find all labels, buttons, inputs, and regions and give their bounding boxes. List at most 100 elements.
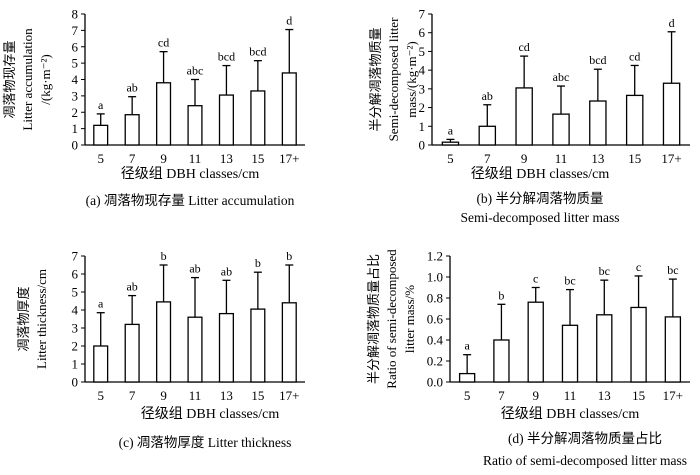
panel-b-bar: [478, 125, 497, 146]
panel-c-x-tick-label: 17+: [279, 388, 299, 403]
panel-a-bar: [93, 124, 109, 146]
panel-c-x-axis-label: 径级组 DBH classes/cm: [141, 406, 280, 422]
panel-a-x-tick-label: 17+: [279, 151, 299, 166]
panel-d-x-tick-label: 11: [564, 388, 577, 403]
panel-d-x-tick-label: 15: [632, 388, 645, 403]
panel-b-chart: 0 1 2 3 4 5 6 7 a 5 ab 7 cd 9 abc 11 bcd 13 cd 15 d 17+ 半分解凋落物…: [368, 7, 690, 225]
panel-b-x-tick-label: 9: [521, 151, 528, 166]
panel-a-significance-label: abc: [187, 64, 204, 78]
panel-c-bar: [250, 308, 266, 383]
panel-c-significance-label: b: [161, 249, 167, 263]
panel-b-x-tick-label: 17+: [661, 151, 681, 166]
panel-c-significance-label: ab: [189, 262, 200, 276]
panel-d-x-tick-label: 9: [532, 388, 539, 403]
panel-c-significance-label: a: [98, 297, 104, 311]
panel-b-y-tick-label: 5: [419, 44, 426, 59]
panel-c-significance-label: b: [286, 249, 292, 263]
panel-a-y-tick-label: 5: [72, 56, 79, 71]
panel-d-y-tick-label: 1.2: [427, 249, 443, 264]
panel-b-significance-label: d: [669, 16, 675, 30]
panel-d-x-axis-label: 径级组 DBH classes/cm: [501, 406, 640, 422]
panel-a-bar: [281, 72, 297, 146]
panel-a-bar: [187, 105, 203, 146]
panel-d-bar: [664, 316, 682, 383]
panel-c-y-tick-label: 5: [72, 285, 79, 300]
panel-c-bar: [187, 316, 203, 383]
panel-a-y-axis-label: /(kg·m⁻²): [38, 54, 53, 104]
panel-a-y-tick-label: 1: [72, 121, 79, 136]
panel-b-x-tick-label: 5: [447, 151, 454, 166]
panel-b-significance-label: ab: [482, 89, 493, 103]
panel-c-x-tick-label: 13: [220, 388, 233, 403]
panel-a-significance-label: bcd: [249, 45, 266, 59]
panel-a-x-tick-label: 13: [220, 151, 233, 166]
panel-a-y-axis-label: 凋落物现存量: [2, 40, 17, 118]
panel-b-x-tick-label: 11: [555, 151, 568, 166]
panel-a-x-tick-label: 9: [160, 151, 167, 166]
panel-d-y-axis-label: 半分解凋落物质量占比: [366, 254, 381, 384]
panel-c-x-tick-label: 9: [160, 388, 167, 403]
panel-b-y-tick-label: 4: [419, 63, 426, 78]
panel-a-y-tick-label: 6: [72, 39, 79, 54]
panel-a-y-tick-label: 3: [72, 88, 79, 103]
panel-b-bar: [515, 87, 533, 146]
panel-b-caption: (b) 半分解凋落物质量: [476, 191, 603, 206]
panel-b-y-axis-label: mass/(kg·m⁻²): [404, 41, 419, 117]
panel-c-bar: [156, 301, 172, 383]
panel-d-significance-label: b: [498, 288, 504, 302]
panel-c-y-tick-label: 6: [72, 267, 79, 282]
panel-c-bar: [218, 312, 234, 383]
panel-a-significance-label: a: [98, 98, 104, 112]
panel-c-caption: (c) 凋落物厚度 Litter thickness: [119, 435, 292, 450]
panel-b-x-tick-label: 7: [484, 151, 491, 166]
panel-d-chart: 0.0 0.2 0.4 0.6 0.8 1.0 1.2 a 5 b 7 c 9 bc 11 bc 13 c 15 bc…: [366, 249, 690, 468]
panel-b-y-tick-label: 2: [419, 100, 426, 115]
panel-d-y-tick-label: 0.8: [427, 291, 443, 306]
panel-a-x-tick-label: 15: [251, 151, 264, 166]
panel-b-y-tick-label: 3: [419, 81, 426, 96]
panel-d-x-tick-label: 17+: [663, 388, 683, 403]
panel-b-y-tick-label: 6: [419, 25, 426, 40]
panel-b-bar: [662, 82, 681, 146]
panel-d-bar: [527, 301, 544, 383]
panel-a-x-axis-label: 径级组 DBH classes/cm: [121, 166, 260, 182]
panel-c-bar: [124, 323, 140, 383]
panel-c-y-tick-label: 0: [72, 375, 79, 390]
panel-a-caption: (a) 凋落物现存量 Litter accumulation: [86, 193, 295, 208]
panel-d-bar: [493, 339, 510, 383]
panel-d-caption: (d) 半分解凋落物质量占比: [508, 431, 662, 446]
panel-c-chart: 0 1 2 3 4 5 6 7 a 5 ab 7 b 9 ab 11 ab 13 b 15 b 17+ 凋落物厚度 Litte…: [16, 249, 305, 450]
panel-c-y-axis-label: 凋落物厚度: [16, 286, 31, 351]
panel-b-y-tick-label: 1: [419, 119, 426, 134]
panel-b-significance-label: cd: [629, 49, 640, 63]
panel-a-y-tick-label: 0: [72, 138, 79, 153]
panel-b-significance-label: abc: [553, 70, 570, 84]
panel-d-significance-label: bc: [667, 263, 678, 277]
panel-b-y-axis-label: Semi-decomposed litter: [386, 17, 401, 142]
panel-d-significance-label: bc: [564, 274, 575, 288]
panel-b-caption: Semi-decomposed litter mass: [461, 210, 620, 225]
panel-d-y-tick-label: 0.0: [427, 375, 443, 390]
panel-c-x-tick-label: 5: [97, 388, 104, 403]
panel-c-y-tick-label: 3: [72, 321, 79, 336]
panel-a-x-tick-label: 5: [97, 151, 104, 166]
panel-b-y-tick-label: 0: [419, 138, 426, 153]
panel-d-significance-label: c: [533, 272, 538, 286]
panel-d-bar: [596, 314, 613, 383]
panel-b-bar: [441, 141, 460, 146]
panel-d-significance-label: c: [636, 260, 641, 274]
panel-d-y-axis-label: Ratio of semi-decomposed: [384, 249, 399, 389]
panel-d-x-tick-label: 5: [464, 388, 471, 403]
panel-b-x-tick-label: 15: [628, 151, 641, 166]
panel-c-y-tick-label: 4: [72, 303, 79, 318]
panel-a-bar: [124, 114, 140, 146]
panel-c-y-tick-label: 2: [72, 339, 79, 354]
panel-a-y-tick-label: 8: [72, 7, 79, 22]
panel-a-significance-label: bcd: [218, 50, 235, 64]
panel-d-bar: [561, 324, 579, 383]
panel-a-bar: [156, 82, 172, 146]
panel-a-chart: 012345678a5ab7cd9abc11bcd13bcd15d17+凋落物现…: [2, 7, 305, 208]
panel-d-x-tick-label: 13: [598, 388, 611, 403]
panel-d-significance-label: a: [464, 339, 470, 353]
